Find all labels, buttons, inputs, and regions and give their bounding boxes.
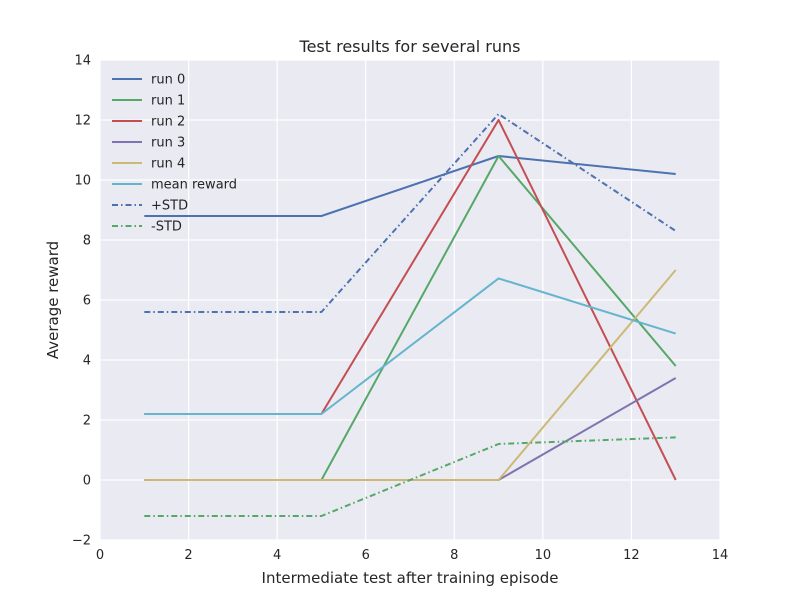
series-lines (144, 113, 677, 517)
series-line-std (144, 436, 676, 517)
y-tick-label: 14 (74, 54, 91, 69)
x-tick-label: 6 (362, 548, 370, 563)
y-tick-label: 4 (83, 354, 91, 369)
x-tick-label: 0 (96, 548, 104, 563)
y-tick-labels: −2 0 2 4 6 8 10 12 14 (72, 54, 91, 549)
series-line-run-0 (144, 155, 676, 217)
legend-label-run-1: run 1 (151, 94, 185, 109)
chart-title: Test results for several runs (299, 37, 521, 56)
x-tick-label: 10 (535, 548, 552, 563)
series-line-mean-reward (144, 277, 677, 415)
y-tick-label: 12 (74, 114, 91, 129)
legend-label-run-4: run 4 (151, 157, 185, 172)
y-tick-label: 10 (74, 174, 91, 189)
legend-label-run-3: run 3 (151, 136, 185, 151)
y-axis-label: Average reward (44, 241, 62, 359)
legend-label-std: +STD (151, 199, 188, 214)
x-tick-label: 2 (184, 548, 192, 563)
x-tick-labels: 0 2 4 6 8 10 12 14 (96, 548, 728, 563)
y-tick-label: 2 (83, 414, 91, 429)
y-tick-label: 6 (83, 294, 91, 309)
y-tick-label: −2 (72, 534, 91, 549)
legend-label-run-2: run 2 (151, 115, 185, 130)
x-axis-label: Intermediate test after training episode (262, 569, 559, 587)
x-tick-label: 8 (450, 548, 458, 563)
legend-label-std: -STD (151, 220, 182, 235)
y-tick-label: 0 (83, 474, 91, 489)
x-tick-label: 12 (623, 548, 640, 563)
legend: run 0 run 1 run 2 run 3 run 4 mean reward +STD… (112, 73, 237, 235)
legend-label-mean-reward: mean reward (151, 178, 237, 193)
x-tick-label: 4 (273, 548, 281, 563)
x-tick-label: 14 (712, 548, 729, 563)
y-tick-label: 8 (83, 234, 91, 249)
legend-label-run-0: run 0 (151, 73, 185, 88)
